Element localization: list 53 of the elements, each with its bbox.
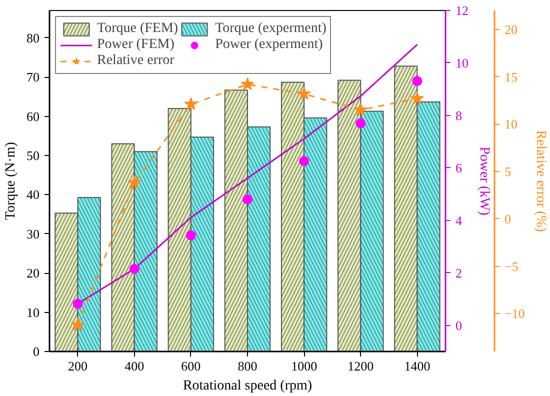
point xyxy=(184,97,198,110)
point xyxy=(354,102,368,116)
y2-axis-title: Power (kW) xyxy=(476,146,492,216)
y-tick-label: 20 xyxy=(26,266,40,281)
point xyxy=(242,194,252,204)
legend-label: Power (FEM) xyxy=(97,37,174,53)
point xyxy=(72,298,83,309)
y2-tick-label: 0 xyxy=(456,318,462,333)
x-tick-label: 600 xyxy=(181,358,201,374)
x-tick-label: 200 xyxy=(68,358,88,374)
y2-tick-label: 4 xyxy=(456,212,462,228)
point xyxy=(129,264,140,274)
y-axis-title: Torque (N·m) xyxy=(4,142,18,220)
y2-tick-label: 2 xyxy=(456,265,462,280)
legend-label: Torque (experment) xyxy=(215,21,326,37)
y-tick-label: 30 xyxy=(26,226,40,242)
point xyxy=(299,156,310,166)
legend-label: Relative error xyxy=(97,53,174,69)
point xyxy=(412,76,422,86)
legend-label: Torque (FEM) xyxy=(97,21,178,37)
y-tick-label: 80 xyxy=(26,30,40,46)
y3-tick-label: 15 xyxy=(504,69,518,84)
y-tick-label: 40 xyxy=(26,187,40,202)
point xyxy=(297,86,311,100)
y2-tick-label: 6 xyxy=(456,160,462,176)
y2-tick-label: 10 xyxy=(456,55,468,70)
x-tick-label: 1200 xyxy=(348,358,374,374)
y3-tick-label: −10 xyxy=(504,306,525,322)
y-tick-label: 60 xyxy=(26,108,40,124)
y-tick-label: 0 xyxy=(33,344,40,359)
y3-tick-label: 5 xyxy=(504,164,511,180)
x-tick-label: 800 xyxy=(238,358,258,374)
point xyxy=(356,118,366,128)
x-axis-title: Rotational speed (rpm) xyxy=(182,378,312,394)
y-tick-label: 70 xyxy=(26,70,40,85)
x-tick-label: 400 xyxy=(124,358,144,374)
y3-tick-label: 0 xyxy=(504,211,511,226)
point xyxy=(128,176,142,189)
point xyxy=(186,230,196,240)
y3-tick-label: −5 xyxy=(504,258,518,274)
y-tick-label: 50 xyxy=(26,148,40,164)
point xyxy=(240,77,254,90)
y3-tick-label: 10 xyxy=(504,116,518,132)
x-tick-label: 1000 xyxy=(291,358,318,374)
legend-label: Power (experment) xyxy=(215,37,323,53)
y3-axis-title: Relative error (%) xyxy=(532,130,548,232)
point xyxy=(71,318,84,331)
x-tick-label: 1400 xyxy=(404,358,430,374)
y3-tick-label: 20 xyxy=(504,22,518,37)
y-tick-label: 10 xyxy=(26,304,40,320)
y2-tick-label: 8 xyxy=(456,108,462,123)
y2-tick-label: 12 xyxy=(456,3,468,18)
point xyxy=(410,92,424,104)
